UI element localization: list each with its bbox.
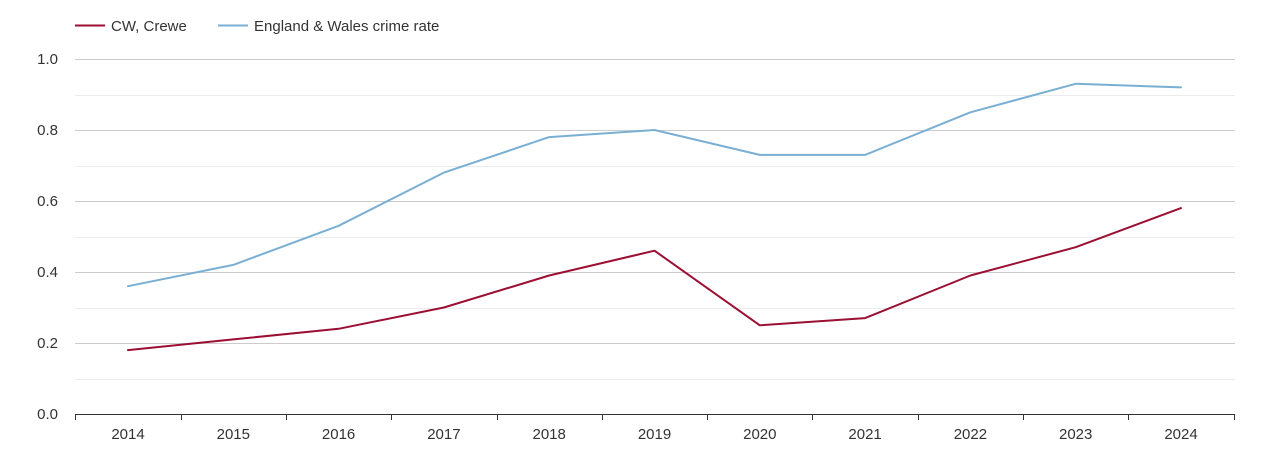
legend-label: CW, Crewe — [111, 18, 187, 35]
x-tick-label: 2024 — [1164, 426, 1197, 443]
x-tick-label: 2019 — [638, 426, 671, 443]
x-tick-label: 2017 — [427, 426, 460, 443]
y-tick-label: 0.2 — [37, 335, 58, 352]
y-tick-label: 1.0 — [37, 51, 58, 68]
series-layer — [127, 82, 1182, 352]
grid — [75, 59, 1235, 380]
y-tick-label: 0.0 — [37, 406, 58, 423]
x-tick-label: 2015 — [217, 426, 250, 443]
legend-label: England & Wales crime rate — [254, 18, 439, 35]
x-tick-label: 2018 — [533, 426, 566, 443]
x-tick-label: 2021 — [848, 426, 881, 443]
y-tick-label: 0.6 — [37, 193, 58, 210]
x-tick-label: 2023 — [1059, 426, 1092, 443]
x-tick-label: 2022 — [954, 426, 987, 443]
x-tick-label: 2014 — [111, 426, 144, 443]
x-axis: 2014 2015 2016 2017 2018 2019 2020 2021 2022 2023… — [75, 414, 1235, 443]
y-axis: 0.0 0.2 0.4 0.6 0.8 1.0 — [37, 51, 58, 423]
y-tick-label: 0.4 — [37, 264, 58, 281]
legend: CW, Crewe England & Wales crime rate — [75, 18, 439, 35]
y-tick-label: 0.8 — [37, 122, 58, 139]
x-tick-label: 2020 — [743, 426, 776, 443]
x-tick-label: 2016 — [322, 426, 355, 443]
legend-item[interactable]: England & Wales crime rate — [218, 18, 439, 35]
series-line-england-wales-crime-rate — [127, 82, 1182, 288]
legend-item[interactable]: CW, Crewe — [75, 18, 187, 35]
series-line-cw-crewe — [127, 207, 1182, 352]
